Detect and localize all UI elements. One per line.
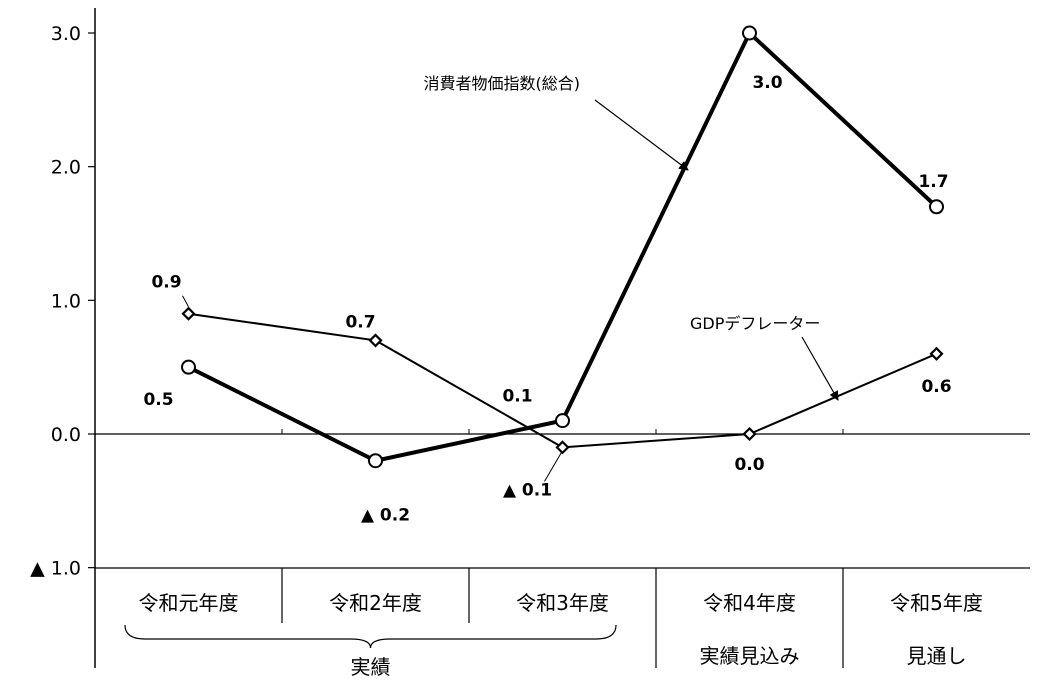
cpi-annotation-arrow: [594, 99, 689, 171]
group-brace: [124, 624, 617, 649]
cpi-marker: [181, 359, 196, 375]
data-label: ▲ 0.1: [503, 480, 552, 500]
gdp-deflator-marker: [368, 333, 383, 348]
gdp-deflator-marker: [742, 426, 757, 442]
cpi-marker: [555, 413, 570, 429]
y-tick-label: 0.0: [51, 424, 81, 446]
category-sublabel: 実績見込み: [700, 644, 800, 668]
label-leader: [544, 452, 562, 482]
category-label: 令和4年度: [703, 591, 796, 615]
data-labels: 0.5 ▲ 0.2 0.1 3.0 1.7 0.9 0.7 ▲ 0.1 0.0 0.6: [143, 73, 951, 526]
gdp-deflator-marker: [555, 440, 570, 455]
data-label: 0.0: [734, 455, 764, 475]
cpi-series-name: 消費者物価指数(総合): [424, 74, 581, 93]
data-label: 1.7: [918, 172, 948, 192]
cpi-marker: [368, 453, 383, 469]
series-lines: [181, 25, 944, 469]
category-label: 令和元年度: [139, 591, 239, 615]
gdp-deflator-marker: [181, 306, 196, 321]
data-label: 0.6: [921, 377, 951, 397]
data-label: 0.9: [151, 273, 181, 293]
y-tick-label: 2.0: [51, 157, 81, 179]
group-label: 実績: [351, 655, 391, 679]
data-label: ▲ 0.2: [361, 506, 410, 526]
category-label: 令和5年度: [890, 591, 983, 615]
data-label: 3.0: [752, 73, 782, 93]
gdp-deflator-annotation-arrow: [801, 336, 839, 401]
cpi-marker: [929, 199, 944, 215]
category-label: 令和3年度: [516, 591, 609, 615]
data-label: 0.5: [143, 390, 173, 410]
series-annotations: 消費者物価指数(総合) GDPデフレーター: [424, 74, 839, 401]
cpi-line: [187, 29, 938, 463]
category-label: 令和2年度: [329, 591, 422, 615]
cpi-marker: [742, 25, 757, 41]
category-sublabel: 見通し: [907, 644, 967, 668]
gdp-deflator-series-name: GDPデフレーター: [690, 314, 820, 333]
label-leader: [182, 295, 189, 307]
data-label: 0.7: [345, 312, 375, 332]
y-tick-label: 3.0: [51, 23, 81, 45]
data-label: 0.1: [502, 387, 532, 407]
y-tick-label: ▲ 1.0: [30, 558, 81, 580]
gdp-deflator-marker: [929, 346, 944, 361]
y-tick-label: 1.0: [51, 290, 81, 312]
